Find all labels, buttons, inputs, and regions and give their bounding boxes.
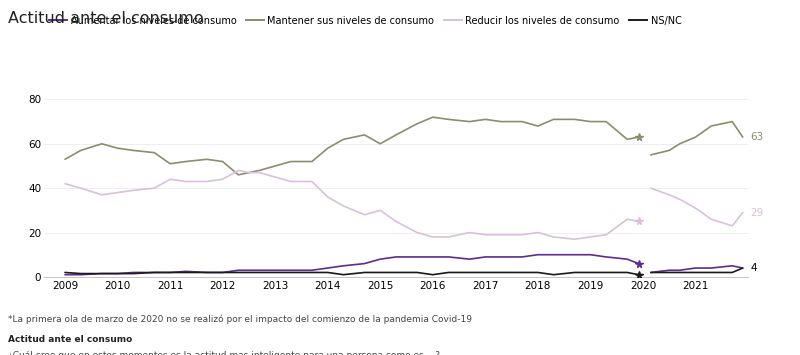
- Text: 4: 4: [750, 263, 758, 273]
- Text: 29: 29: [750, 208, 764, 218]
- Text: 4: 4: [750, 263, 758, 273]
- Text: Actitud ante el consumo: Actitud ante el consumo: [8, 335, 132, 344]
- Text: 63: 63: [750, 132, 764, 142]
- Legend: Aumentar los niveles de consumo, Mantener sus niveles de consumo, Reducir los ni: Aumentar los niveles de consumo, Mantene…: [46, 12, 686, 30]
- Text: *La primera ola de marzo de 2020 no se realizó por el impacto del comienzo de la: *La primera ola de marzo de 2020 no se r…: [8, 314, 472, 324]
- Text: Actitud ante el consumo: Actitud ante el consumo: [8, 11, 204, 26]
- Text: ¿Cuál cree que en estos momentos es la actitud mas inteligente para una persona : ¿Cuál cree que en estos momentos es la a…: [8, 351, 440, 355]
